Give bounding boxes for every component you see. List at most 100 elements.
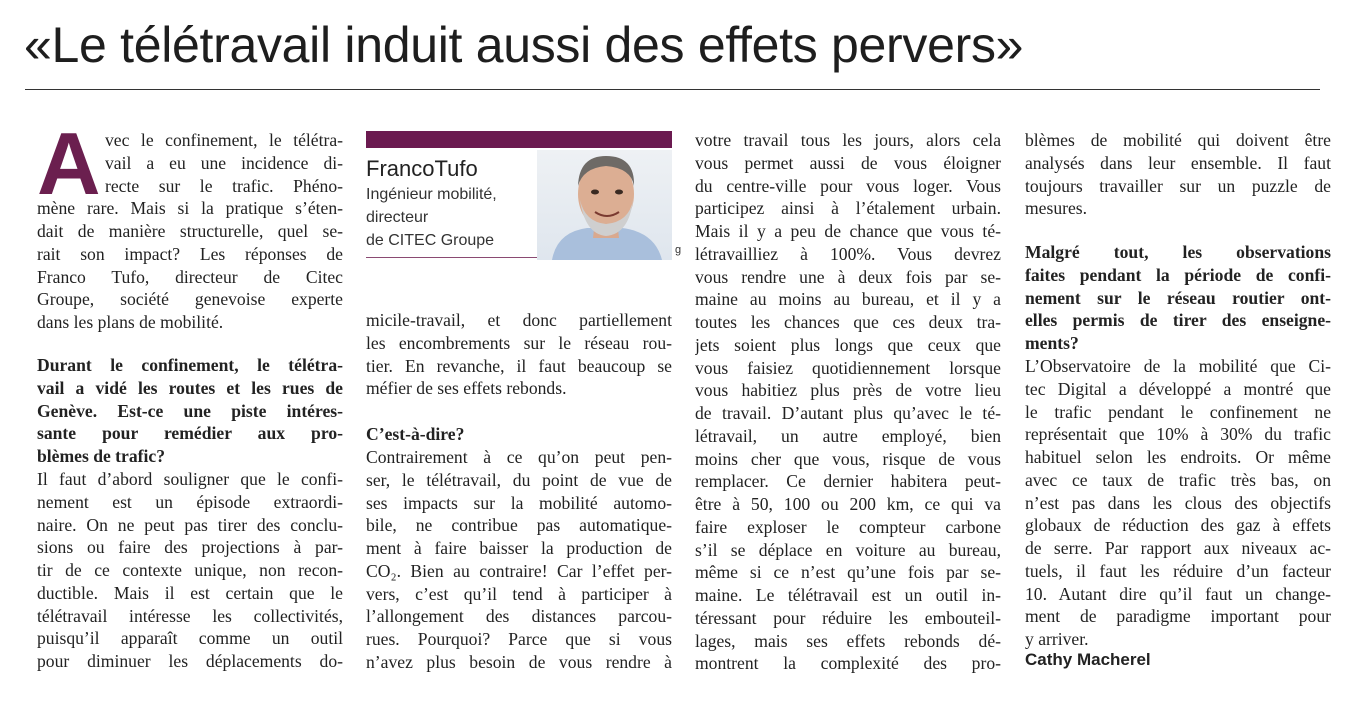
- expert-portrait: [537, 150, 672, 260]
- text-line: représentait que 10% à 30% du trafic: [1025, 424, 1331, 445]
- text-line: vail a vidé les routes et les rues de: [37, 377, 343, 398]
- text-line: tier. En revanche, il faut beaucoup se: [366, 355, 672, 376]
- text-line: ser, le télétravail, du point de vue de: [366, 469, 672, 490]
- text-line: le trafic pendant le confinement ne: [1025, 401, 1331, 422]
- text-line: Contrairement à ce qu’on peut pen-: [366, 447, 672, 467]
- text-line: sante pour remédier aux pro-: [37, 423, 343, 444]
- expert-name: FrancoTufo: [366, 156, 478, 181]
- text-line: dans les plans de mobilité.: [37, 312, 224, 332]
- text-line: sions ou faire des projections à par-: [37, 537, 343, 558]
- expert-role-line: directeur: [366, 209, 429, 226]
- text-line: être à 50, 100 ou 200 km, ce qui va: [695, 494, 1001, 514]
- text-line: Malgré tout, les observations: [1025, 242, 1331, 262]
- text-line: n’est pas dans les clous des objectifs: [1025, 492, 1331, 513]
- expert-role-line: de CITEC Groupe: [366, 232, 495, 249]
- text-line: Genève. Est-ce une piste intéres-: [37, 400, 343, 421]
- text-line: naire. On ne peut pas tirer des conclu-: [37, 514, 343, 535]
- text-line: toutes les chances que ces deux tra-: [695, 312, 1001, 332]
- text-line: moins cher que vous, risque de vous: [695, 448, 1001, 469]
- text-line: habituel selon les endroits. Or même: [1025, 447, 1331, 467]
- text-line: Franco Tufo, directeur de Citec: [37, 266, 343, 287]
- text-line: ses impacts sur la mobilité automo-: [366, 492, 672, 513]
- intro-paragraph: A vec le confinement, le télétra-vail a …: [37, 114, 343, 334]
- text-line: tec Digital a développé a montré que: [1025, 378, 1331, 399]
- text-line: létravail, un autre employé, bien: [695, 425, 1001, 446]
- answer-1-part-2: micile-travail, et donc partiellement les…: [366, 309, 672, 400]
- text-line: vous faisiez quotidiennement lorsque: [695, 357, 1001, 378]
- text-line: faire exploser le compteur carbone: [695, 516, 1001, 537]
- text-line: Groupe, société genevoise experte: [37, 289, 343, 310]
- text-line: ments?: [1025, 333, 1079, 353]
- article-title: «Le télétravail induit aussi des effets …: [24, 17, 1024, 73]
- text-line: vous rendre une à deux fois par se-: [695, 266, 1001, 287]
- text-line: létravailliez à 100%. Vous devrez: [695, 243, 1001, 264]
- text-line: vail a eu une incidence di-: [105, 152, 343, 173]
- text-line: jets soient plus longs que ceux que: [695, 334, 1001, 355]
- author-byline: Cathy Macherel: [1025, 650, 1151, 669]
- answer-1-part-1: Il faut d’abord souligner que le confi-n…: [37, 468, 343, 673]
- text-line: ductible. Mais il est certain que le: [37, 582, 343, 603]
- portrait-image: [552, 156, 662, 260]
- text-line: vers, c’est qu’il tend à participer à: [366, 583, 672, 604]
- text-line: maine. Le télétravail est un outil in-: [695, 585, 1001, 605]
- text-line: maine au moins au bureau, et il y a: [695, 289, 1001, 310]
- answer-2-part-2: votre travail tous les jours, alors cela…: [695, 129, 1001, 675]
- text-line: mène rare. Mais si la pratique s’éten-: [37, 198, 343, 219]
- text-line: mesures.: [1025, 198, 1088, 219]
- expert-box-bar: [366, 131, 672, 148]
- text-line: rues. Pourquoi? Parce que si vous: [366, 629, 672, 649]
- text-line: les encombrements sur le réseau rou-: [366, 332, 672, 353]
- text-line: y arriver.: [1025, 629, 1089, 649]
- expert-role-line: Ingénieur mobilité,: [366, 186, 497, 203]
- text-line: tuels, il faut les réduire d’un facteur: [1025, 560, 1331, 581]
- text-line: montrent la complexité des pro-: [695, 653, 1001, 674]
- expert-box-underline: [366, 257, 538, 258]
- text-line: blèmes de trafic?: [37, 446, 166, 466]
- title-rule: [25, 89, 1320, 90]
- text-line: l’allongement des distances parcou-: [366, 606, 672, 627]
- text-line: toujours travailler sur un puzzle de: [1025, 175, 1331, 196]
- text-line: pour diminuer les déplacements do-: [37, 651, 343, 671]
- text-line: de serre. Par rapport aux niveaux ac-: [1025, 538, 1331, 558]
- text-line: de travail. D’autant plus qu’avec le té-: [695, 403, 1001, 423]
- text-line: lages, mais ses effets rebonds dé-: [695, 630, 1001, 651]
- text-line: puisqu’il apparaît comme un outil: [37, 628, 343, 649]
- text-line: CO₂. Bien au contraire! Car l’effet per-: [366, 560, 672, 581]
- text-line: remplacer. Ce dernier habitera peut-: [695, 471, 1001, 492]
- answer-2-part-1: Contrairement à ce qu’on peut pen-ser, l…: [366, 446, 672, 674]
- text-line: bile, ne contribue pas automatique-: [366, 515, 672, 536]
- text-line: tir de ce contexte unique, non recon-: [37, 560, 343, 580]
- text-line: elles permis de tirer des enseigne-: [1025, 310, 1331, 331]
- text-line: dait de manière structurelle, quel se-: [37, 221, 343, 241]
- text-line: Il faut d’abord souligner que le confi-: [37, 469, 343, 489]
- text-line: vous habitiez plus près de votre lieu: [695, 380, 1001, 401]
- text-line: téressant pour réduire les embouteil-: [695, 607, 1001, 628]
- text-line: n’avez plus besoin de vous rendre à: [366, 651, 672, 672]
- question-1: Durant le confinement, le télétra-vail a…: [37, 354, 343, 468]
- text-line: votre travail tous les jours, alors cela: [695, 130, 1001, 150]
- text-line: nement est un épisode extraordi-: [37, 491, 343, 512]
- text-line: télétravail intéresse les collectivités,: [37, 605, 343, 626]
- text-line: analysés dans leur ensemble. Il faut: [1025, 152, 1331, 173]
- expert-info: FrancoTufo Ingénieur mobilité, directeur…: [366, 155, 536, 252]
- question-2: C’est-à-dire?: [366, 423, 672, 446]
- text-line: Mais il y a peu de chance que vous té-: [695, 221, 1001, 241]
- text-line: Durant le confinement, le télétra-: [37, 355, 343, 375]
- text-line: globaux de réduction des gaz à effets: [1025, 515, 1331, 536]
- text-line: vous permet aussi de vous éloigner: [695, 152, 1001, 173]
- text-line: rait son impact? Les réponses de: [37, 243, 343, 264]
- text-line: recte sur le trafic. Phéno-: [105, 175, 343, 196]
- drop-cap: A: [37, 114, 101, 213]
- text-line: ment à faire baisser la production de: [366, 538, 672, 558]
- photo-credit: g: [675, 244, 682, 256]
- text-line: avec ce taux de trafic très bas, on: [1025, 469, 1331, 490]
- answer-2-part-3: blèmes de mobilité qui doivent être analy…: [1025, 129, 1331, 220]
- text-line: L’Observatoire de la mobilité que Ci-: [1025, 356, 1331, 376]
- text-line: même si ce n’est qu’une fois par se-: [695, 562, 1001, 583]
- text-line: participez ainsi à l’étalement urbain.: [695, 198, 1001, 219]
- text-line: nement sur le réseau routier ont-: [1025, 287, 1331, 308]
- text-line: du centre-ville pour vous loger. Vous: [695, 175, 1001, 196]
- text-line: micile-travail, et donc partiellement: [366, 310, 672, 330]
- text-line: ment de paradigme important pour: [1025, 606, 1331, 627]
- text-line: vec le confinement, le télétra-: [105, 130, 343, 150]
